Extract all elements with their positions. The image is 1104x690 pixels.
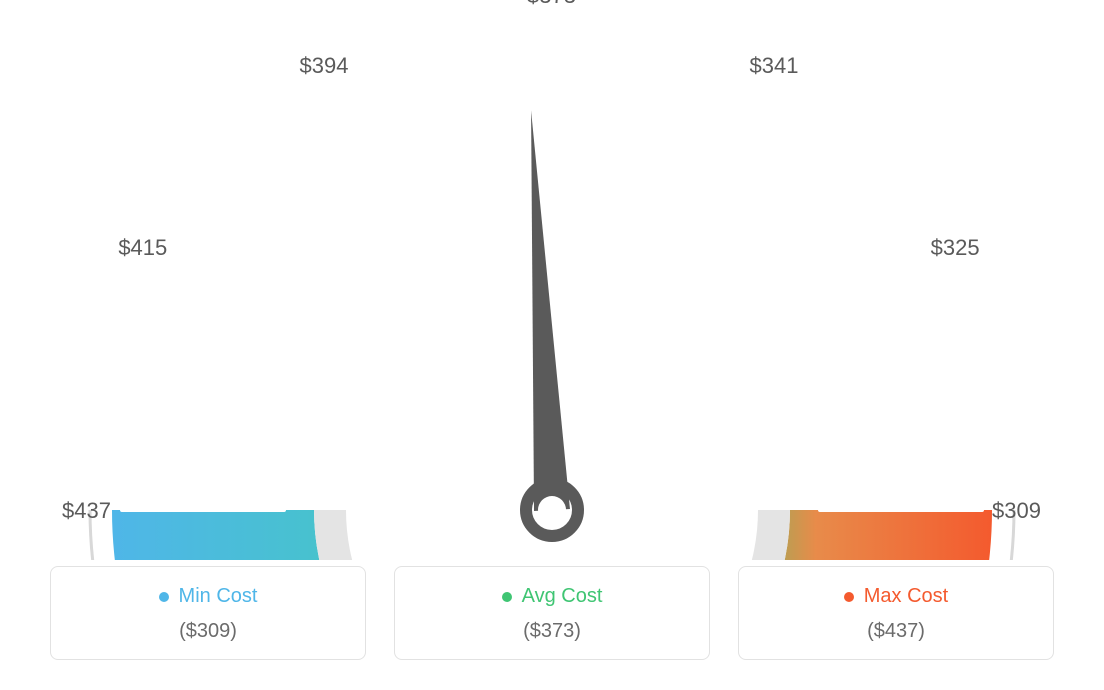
- dot-icon: [844, 592, 854, 602]
- legend-title-text: Max Cost: [864, 585, 948, 608]
- gauge-tick-label: $394: [300, 53, 349, 79]
- gauge-tick-label: $373: [527, 0, 576, 9]
- legend-card-min: Min Cost ($309): [50, 566, 366, 660]
- legend-value-min: ($309): [61, 620, 355, 643]
- legend-title-avg: Avg Cost: [502, 585, 603, 608]
- legend-value-max: ($437): [749, 620, 1043, 643]
- legend-card-max: Max Cost ($437): [738, 566, 1054, 660]
- gauge-tick-label: $325: [931, 235, 980, 261]
- dot-icon: [159, 592, 169, 602]
- gauge-tick-label: $309: [992, 498, 1041, 524]
- gauge-svg: [0, 0, 1104, 560]
- legend-title-max: Max Cost: [844, 585, 948, 608]
- gauge-chart: $309 $325 $341 $373 $394 $415 $437: [0, 0, 1104, 560]
- legend-title-text: Min Cost: [179, 585, 258, 608]
- dot-icon: [502, 592, 512, 602]
- legend-card-avg: Avg Cost ($373): [394, 566, 710, 660]
- legend-title-text: Avg Cost: [522, 585, 603, 608]
- legend-value-avg: ($373): [405, 620, 699, 643]
- legend-row: Min Cost ($309) Avg Cost ($373) Max Cost…: [50, 566, 1054, 660]
- gauge-tick-label: $341: [750, 53, 799, 79]
- legend-title-min: Min Cost: [159, 585, 258, 608]
- gauge-tick-label: $437: [62, 498, 111, 524]
- gauge-tick-label: $415: [118, 235, 167, 261]
